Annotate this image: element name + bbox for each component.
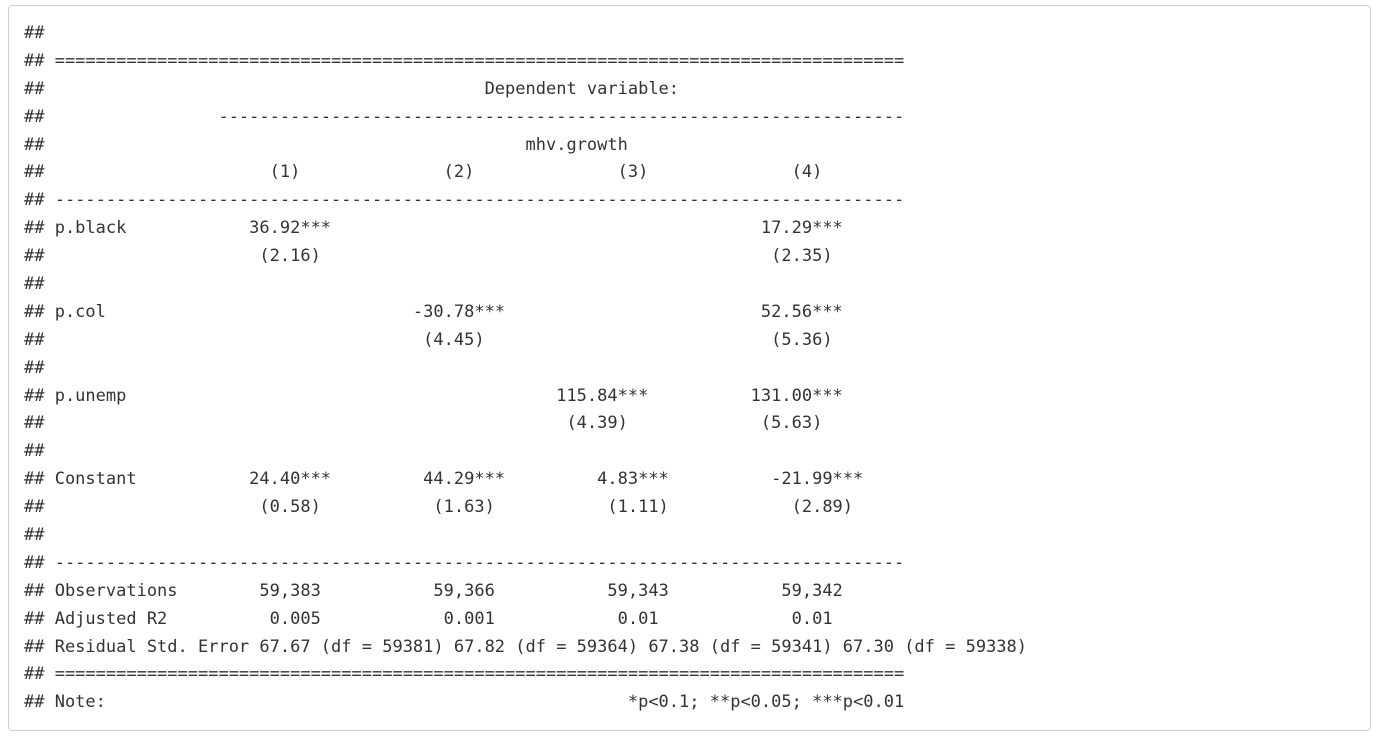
output-line: ## [24,23,45,43]
output-line: ## -------------------------------------… [24,552,905,573]
output-line: ## [24,357,45,378]
output-line: ## =====================================… [24,50,905,71]
output-line: ## (0.58) (1.63) (1.11) (2.89) [24,497,854,518]
output-line: ## Observations 59,383 59,366 59,343 59,… [24,580,843,601]
output-line: ## (2.16) (2.35) [24,246,833,267]
regression-table-output: ## ## ===================================… [24,20,1027,717]
output-line: ## -------------------------------------… [24,106,905,127]
output-line: ## p.col -30.78*** 52.56*** [24,301,843,322]
output-line: ## =====================================… [24,664,905,685]
output-line: ## [24,525,45,546]
output-line: ## Note: *p<0.1; **p<0.05; ***p<0.01 [24,692,905,713]
output-line: ## p.unemp 115.84*** 131.00*** [24,385,843,406]
output-line: ## (1) (2) (3) (4) [24,162,823,183]
output-line: ## (4.45) (5.36) [24,329,833,350]
output-line: ## [24,441,45,462]
output-line: ## [24,274,45,295]
output-line: ## -------------------------------------… [24,190,905,211]
output-line: ## p.black 36.92*** 17.29*** [24,218,843,239]
output-line: ## Constant 24.40*** 44.29*** 4.83*** -2… [24,469,864,490]
code-output-panel: ## ## ===================================… [8,5,1371,731]
output-line: ## Residual Std. Error 67.67 (df = 59381… [24,636,1028,657]
output-line: ## (4.39) (5.63) [24,413,823,434]
output-line: ## Adjusted R2 0.005 0.001 0.01 0.01 [24,608,833,629]
output-line: ## mhv.growth [24,134,628,155]
output-line: ## Dependent variable: [24,78,680,99]
